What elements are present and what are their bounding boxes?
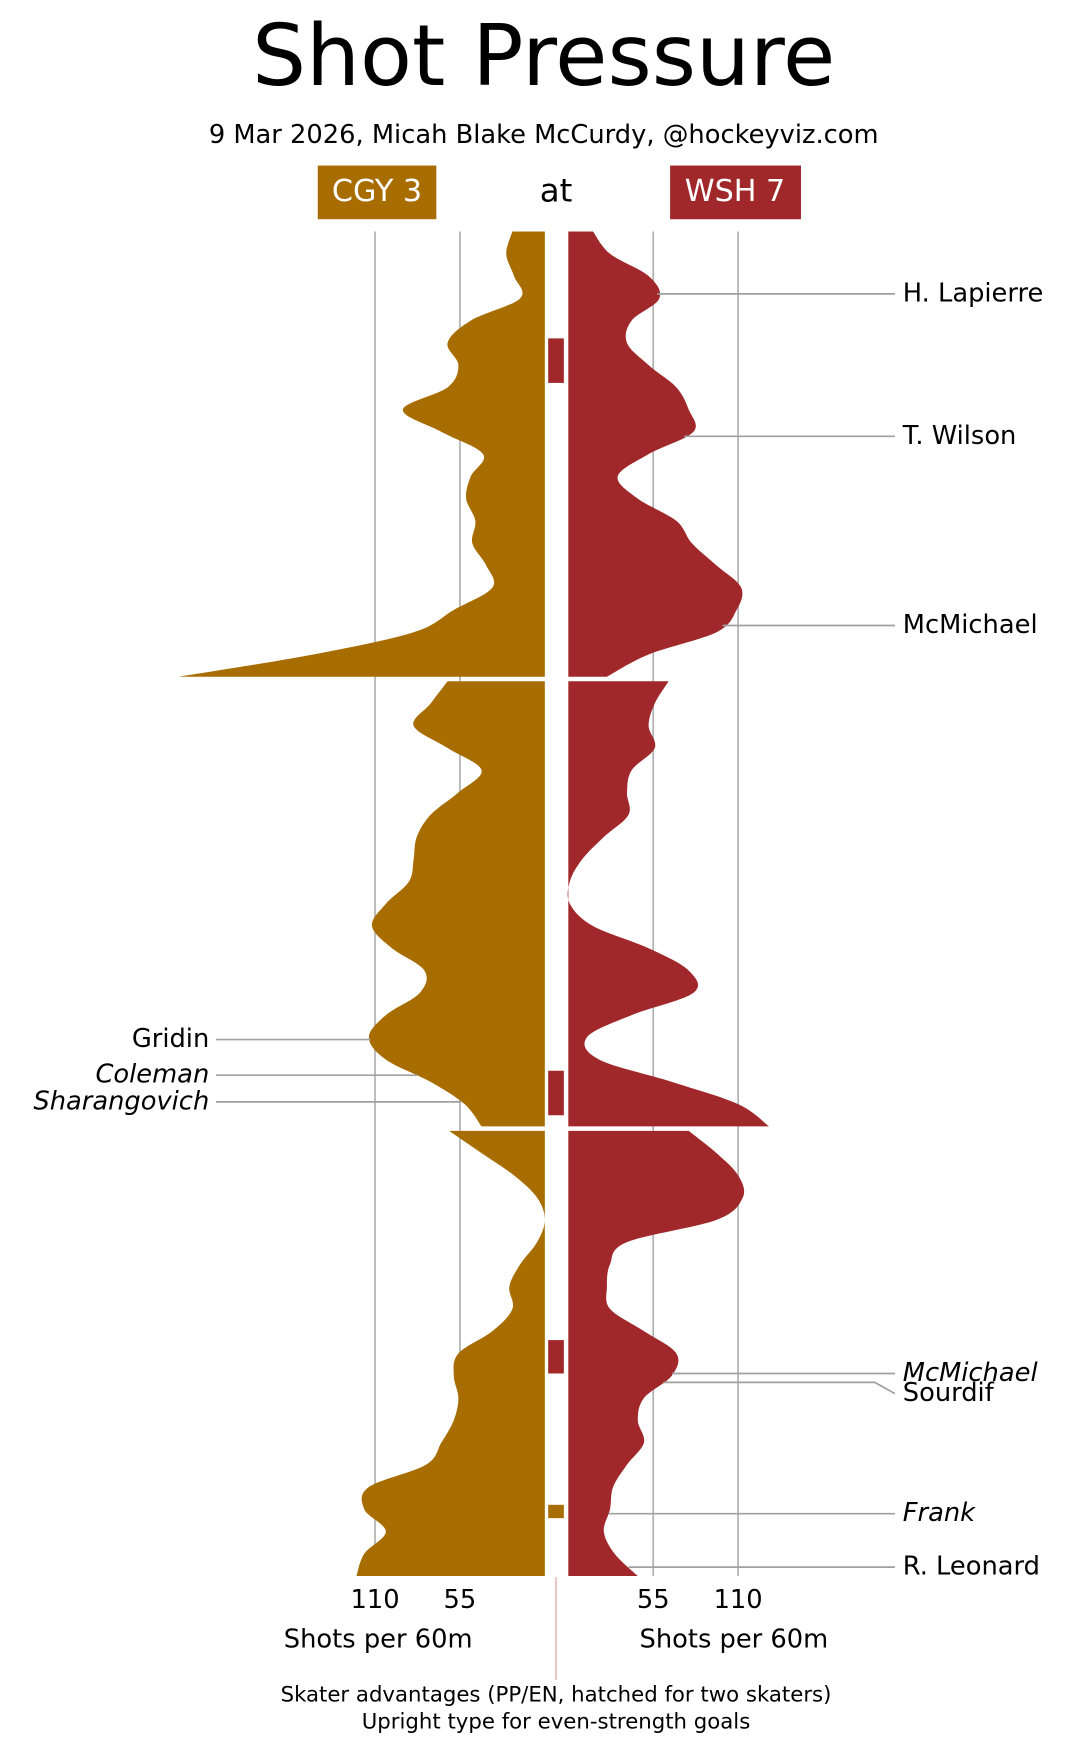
x-axis-label: Shots per 60m bbox=[284, 1624, 473, 1654]
footnote: Skater advantages (PP/EN, hatched for tw… bbox=[281, 1683, 832, 1708]
legend-entry: WSH 7 bbox=[685, 174, 786, 209]
goal-label: McMichael bbox=[903, 610, 1038, 640]
skater-advantage bbox=[548, 338, 564, 383]
subtitle: 9 Mar 2026, Micah Blake McCurdy, @hockey… bbox=[209, 120, 879, 150]
goal-label: McMichael bbox=[903, 1358, 1039, 1388]
x-tick-label: 110 bbox=[350, 1585, 399, 1615]
footnote: Upright type for even-strength goals bbox=[362, 1710, 751, 1735]
x-tick-label: 55 bbox=[637, 1585, 670, 1615]
goal-label: Sourdif bbox=[903, 1378, 995, 1408]
skater-advantage bbox=[548, 1504, 564, 1519]
pressure-area bbox=[568, 1130, 745, 1577]
x-axis-label: Shots per 60m bbox=[640, 1624, 829, 1654]
goal-label: Frank bbox=[903, 1498, 976, 1528]
goal-label: H. Lapierre bbox=[903, 278, 1044, 308]
goal-label: R. Leonard bbox=[903, 1552, 1040, 1582]
goal-label: Gridin bbox=[132, 1024, 209, 1054]
goal-label: Coleman bbox=[95, 1060, 209, 1090]
goal-label: Sharangovich bbox=[33, 1086, 209, 1116]
x-tick-label: 55 bbox=[444, 1585, 477, 1615]
skater-advantage bbox=[548, 1340, 564, 1374]
legend-entry: CGY 3 bbox=[332, 174, 422, 209]
pressure-area bbox=[567, 681, 769, 1127]
pressure-area bbox=[178, 231, 545, 677]
pressure-area bbox=[568, 231, 743, 677]
team-box bbox=[670, 165, 801, 220]
pressure-area bbox=[368, 681, 545, 1127]
skater-advantage bbox=[548, 1070, 564, 1116]
goal-label: T. Wilson bbox=[902, 421, 1017, 451]
pressure-area bbox=[356, 1130, 545, 1577]
chart-title: Shot Pressure bbox=[252, 7, 835, 106]
team-box bbox=[317, 165, 437, 220]
x-tick-label: 110 bbox=[714, 1585, 763, 1615]
connector: at bbox=[540, 171, 573, 209]
goal-leader bbox=[663, 1381, 896, 1395]
